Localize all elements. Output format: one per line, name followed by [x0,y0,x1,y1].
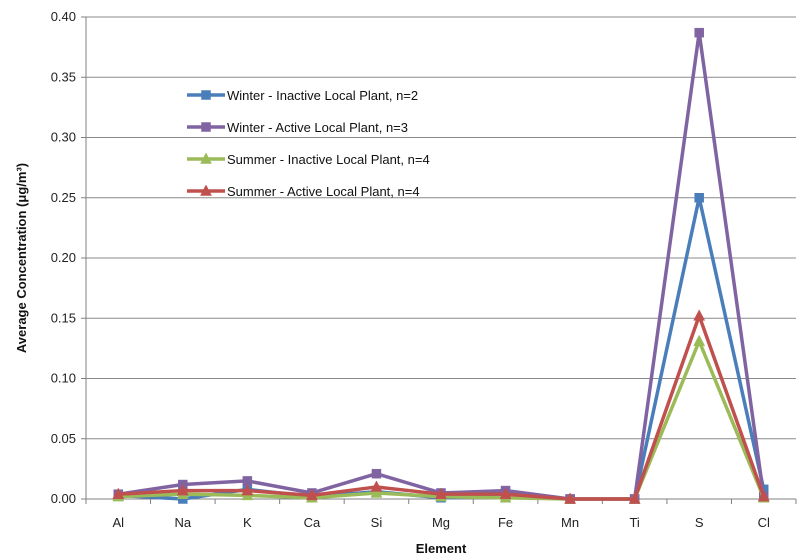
data-point-marker [435,487,447,499]
x-tick-label: Fe [498,515,513,530]
data-point-marker [693,334,706,346]
x-tick-labels: Al Na K Ca Si Mg Fe Mn Ti S Cl [112,515,769,530]
data-point-marker [628,492,641,504]
data-point-marker [200,152,212,164]
x-tick-label: Ca [304,515,321,530]
data-point-marker [200,184,212,196]
series [113,27,769,504]
legend-label: Summer - Inactive Local Plant, n=4 [227,152,430,167]
data-point-marker [371,468,382,479]
series [112,334,770,504]
legend-entry: Winter - Active Local Plant, n=3 [187,120,408,135]
y-tick-label: 0.35 [51,69,76,84]
series [112,309,770,504]
y-tick-label: 0.20 [51,250,76,265]
data-point-marker [241,484,254,496]
data-point-marker [201,122,211,132]
y-tick-label: 0.00 [51,491,76,506]
y-tick-label: 0.05 [51,431,76,446]
x-tick-label: Al [112,515,124,530]
x-tick-label: Mn [561,515,579,530]
x-tick-label: Cl [758,515,770,530]
data-point-marker [499,487,512,499]
y-tick-label: 0.40 [51,9,76,24]
x-tick-label: Mg [432,515,450,530]
y-tick-label: 0.10 [51,371,76,386]
x-tick-label: S [695,515,704,530]
legend-entry: Summer - Active Local Plant, n=4 [187,184,420,199]
series-line [118,196,766,501]
data-point-marker [201,90,211,100]
y-axis-title: Average Concentration (μg/m³) [14,163,29,353]
x-tick-label: Si [371,515,383,530]
x-tick-label: K [243,515,252,530]
data-point-marker [112,487,125,499]
data-point-marker [370,486,383,498]
data-point-marker [693,309,706,321]
y-tick-labels: 0.00 0.05 0.10 0.15 0.20 0.25 0.30 0.35 0.40 [51,9,76,506]
y-tick-label: 0.25 [51,190,76,205]
data-point-marker [305,488,318,501]
x-tick-label: Na [175,515,192,530]
series-line [118,30,766,501]
legend-label: Winter - Active Local Plant, n=3 [227,120,408,135]
axes [81,16,797,504]
x-axis-title: Element [416,541,467,556]
gridlines [86,16,796,440]
series-line [118,339,766,501]
data-series [112,27,770,504]
data-point-marker [370,480,383,492]
x-tick-label: Ti [629,515,639,530]
legend-label: Winter - Inactive Local Plant, n=2 [227,88,418,103]
data-point-marker [757,490,770,502]
legend-entry: Winter - Inactive Local Plant, n=2 [187,88,418,103]
y-tick-label: 0.30 [51,130,76,145]
y-tick-label: 0.15 [51,310,76,325]
data-point-marker [176,484,189,496]
data-point-marker [694,193,704,203]
legend-entry: Summer - Inactive Local Plant, n=4 [187,152,430,167]
legend: Winter - Inactive Local Plant, n=2 Winter… [187,88,430,199]
data-point-marker [694,27,704,38]
data-point-marker [564,492,577,504]
legend-label: Summer - Active Local Plant, n=4 [227,184,420,199]
